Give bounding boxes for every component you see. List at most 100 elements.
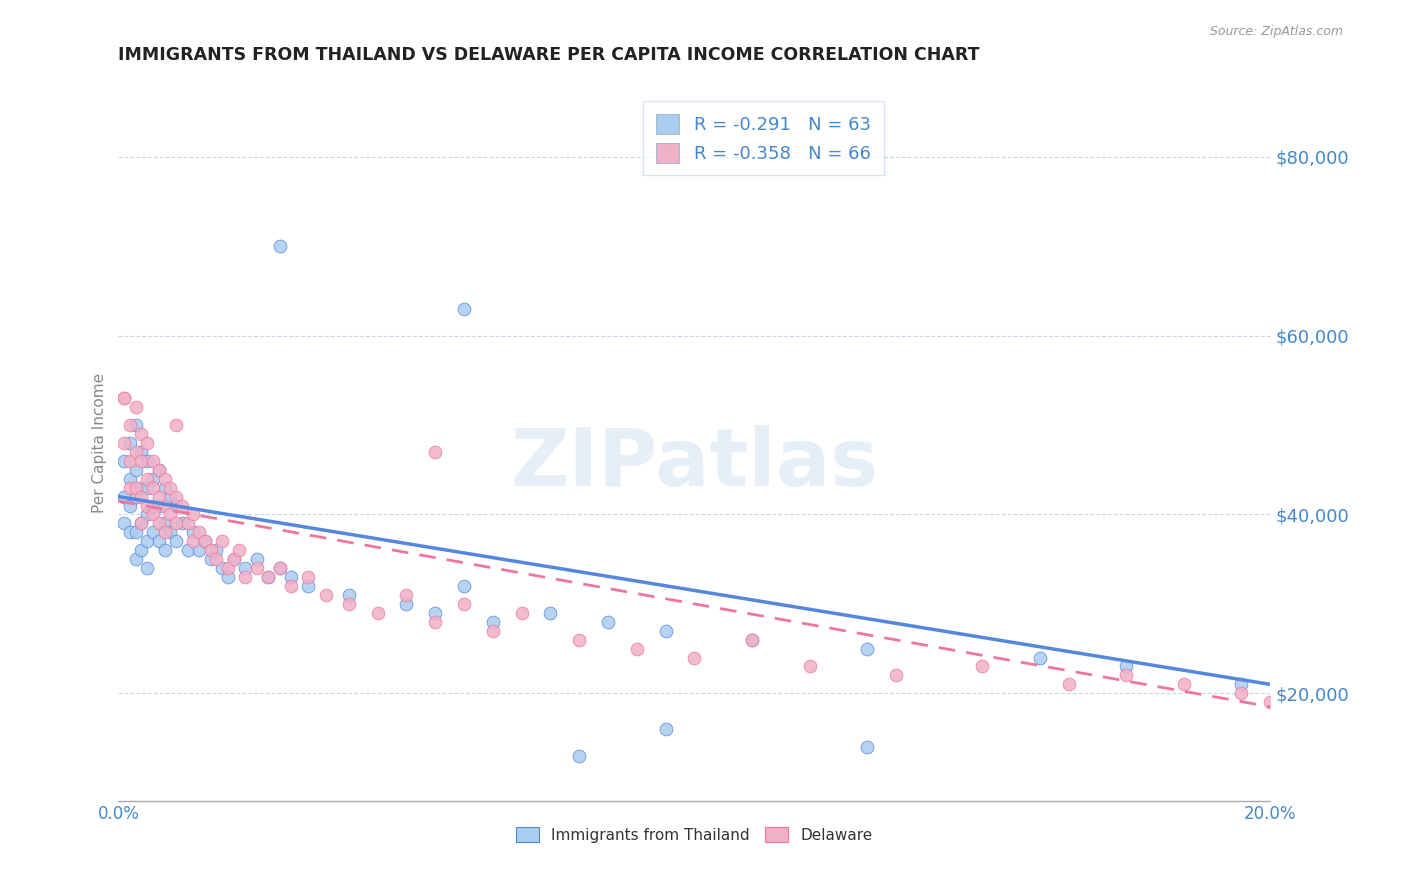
Point bbox=[125, 400, 148, 414]
Point bbox=[112, 436, 135, 450]
Point bbox=[118, 472, 141, 486]
Text: Source: ZipAtlas.com: Source: ZipAtlas.com bbox=[1209, 25, 1343, 38]
Point bbox=[425, 445, 447, 459]
Point bbox=[194, 534, 217, 549]
Point bbox=[683, 650, 706, 665]
Point bbox=[425, 606, 447, 620]
Point bbox=[654, 624, 676, 638]
Point bbox=[972, 659, 994, 673]
Point bbox=[142, 472, 165, 486]
Point bbox=[118, 525, 141, 540]
Point bbox=[217, 570, 239, 584]
Point bbox=[228, 543, 250, 558]
Point bbox=[142, 499, 165, 513]
Point bbox=[153, 481, 176, 495]
Point bbox=[125, 481, 148, 495]
Point bbox=[112, 516, 135, 531]
Point bbox=[131, 516, 153, 531]
Point bbox=[125, 525, 148, 540]
Point bbox=[125, 417, 148, 432]
Text: IMMIGRANTS FROM THAILAND VS DELAWARE PER CAPITA INCOME CORRELATION CHART: IMMIGRANTS FROM THAILAND VS DELAWARE PER… bbox=[118, 46, 980, 64]
Point bbox=[1258, 695, 1281, 709]
Point bbox=[131, 445, 153, 459]
Point bbox=[1230, 677, 1253, 691]
Point bbox=[453, 579, 475, 593]
Point bbox=[1230, 686, 1253, 700]
Point bbox=[269, 239, 291, 253]
Point bbox=[159, 508, 181, 522]
Point bbox=[118, 454, 141, 468]
Point bbox=[741, 632, 763, 647]
Point bbox=[148, 499, 170, 513]
Point bbox=[125, 490, 148, 504]
Point bbox=[337, 597, 360, 611]
Point bbox=[142, 508, 165, 522]
Point bbox=[131, 481, 153, 495]
Point bbox=[136, 534, 159, 549]
Point bbox=[176, 516, 198, 531]
Point bbox=[148, 463, 170, 477]
Point bbox=[217, 561, 239, 575]
Point bbox=[148, 490, 170, 504]
Point bbox=[165, 417, 187, 432]
Point bbox=[112, 391, 135, 405]
Point bbox=[280, 570, 302, 584]
Point bbox=[1115, 659, 1137, 673]
Point bbox=[453, 301, 475, 316]
Point bbox=[176, 543, 198, 558]
Point bbox=[188, 543, 211, 558]
Point bbox=[596, 615, 619, 629]
Point bbox=[153, 516, 176, 531]
Point bbox=[425, 615, 447, 629]
Point bbox=[159, 490, 181, 504]
Point bbox=[246, 561, 269, 575]
Point bbox=[136, 561, 159, 575]
Point bbox=[153, 472, 176, 486]
Point bbox=[136, 454, 159, 468]
Point bbox=[200, 552, 222, 566]
Point bbox=[188, 525, 211, 540]
Point bbox=[165, 534, 187, 549]
Point bbox=[568, 632, 591, 647]
Point bbox=[395, 597, 418, 611]
Point bbox=[280, 579, 302, 593]
Point bbox=[222, 552, 245, 566]
Point bbox=[481, 624, 503, 638]
Point bbox=[1057, 677, 1080, 691]
Point bbox=[165, 499, 187, 513]
Point bbox=[148, 463, 170, 477]
Point bbox=[159, 525, 181, 540]
Point bbox=[205, 543, 228, 558]
Legend: R = -0.291   N = 63, R = -0.358   N = 66: R = -0.291 N = 63, R = -0.358 N = 66 bbox=[644, 102, 883, 176]
Text: ZIPatlas: ZIPatlas bbox=[510, 425, 879, 503]
Point bbox=[181, 534, 204, 549]
Y-axis label: Per Capita Income: Per Capita Income bbox=[93, 373, 107, 513]
Point bbox=[297, 570, 319, 584]
Point bbox=[165, 516, 187, 531]
Point bbox=[257, 570, 280, 584]
Point bbox=[799, 659, 821, 673]
Point bbox=[297, 579, 319, 593]
Point bbox=[211, 534, 233, 549]
Point bbox=[125, 445, 148, 459]
Point bbox=[118, 481, 141, 495]
Point bbox=[131, 427, 153, 442]
Point bbox=[1173, 677, 1195, 691]
Point bbox=[131, 490, 153, 504]
Point bbox=[654, 722, 676, 736]
Point bbox=[568, 748, 591, 763]
Point bbox=[856, 641, 879, 656]
Point bbox=[395, 588, 418, 602]
Point bbox=[233, 570, 256, 584]
Point bbox=[538, 606, 561, 620]
Point bbox=[181, 508, 204, 522]
Point bbox=[118, 499, 141, 513]
Point bbox=[211, 561, 233, 575]
Point bbox=[112, 490, 135, 504]
Point bbox=[142, 525, 165, 540]
Point bbox=[1029, 650, 1052, 665]
Point bbox=[136, 508, 159, 522]
Point bbox=[170, 499, 193, 513]
Point bbox=[153, 525, 176, 540]
Point bbox=[246, 552, 269, 566]
